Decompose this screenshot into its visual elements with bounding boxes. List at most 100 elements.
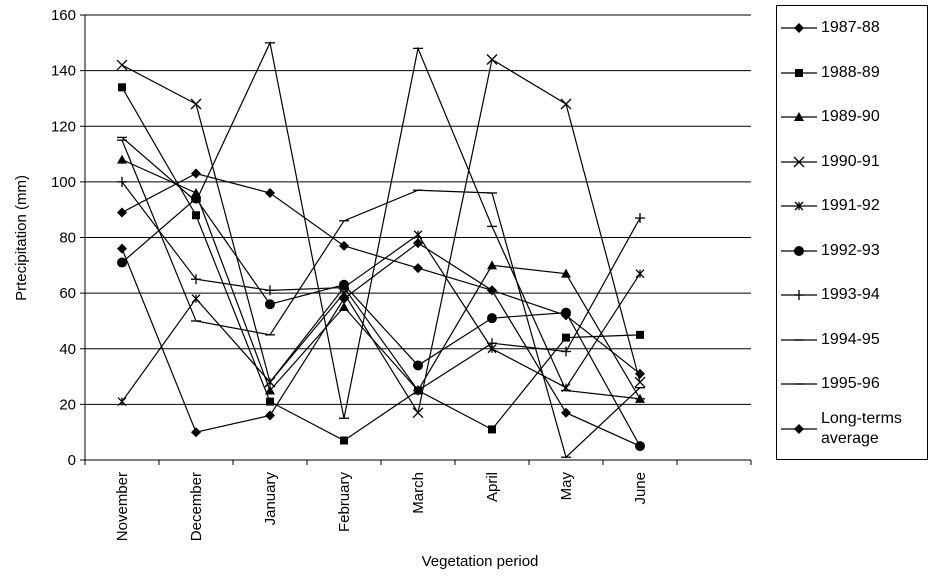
marker — [794, 112, 804, 122]
marker — [488, 425, 496, 434]
marker-part — [340, 436, 348, 445]
legend-swatch — [781, 23, 817, 34]
marker — [635, 213, 645, 224]
marker — [192, 211, 200, 220]
marker — [116, 59, 128, 71]
legend-marker-shape — [794, 201, 804, 211]
x-tick-label: January — [262, 472, 279, 526]
marker-part — [561, 310, 571, 321]
marker — [340, 436, 348, 445]
marker-part — [634, 376, 646, 388]
legend-swatch — [781, 290, 817, 301]
marker — [412, 407, 424, 419]
marker — [117, 397, 127, 407]
y-tick-label: 120 — [51, 118, 76, 135]
x-tick-label: March — [410, 472, 427, 514]
y-tick-label: 20 — [59, 396, 76, 413]
legend-swatch — [781, 423, 817, 434]
marker-part — [117, 243, 127, 254]
legend-marker — [794, 201, 804, 211]
marker-part — [561, 407, 571, 418]
marker-part — [118, 83, 126, 92]
marker — [487, 313, 497, 324]
marker — [117, 257, 127, 268]
legend-item: 1989-90 — [777, 95, 927, 140]
marker — [413, 385, 423, 396]
series-line — [121, 181, 641, 392]
marker-part — [794, 423, 804, 434]
marker — [635, 441, 645, 452]
marker — [561, 268, 571, 278]
marker-part — [488, 425, 496, 434]
marker-part — [794, 245, 804, 256]
marker-part — [190, 98, 202, 110]
marker — [266, 397, 274, 406]
legend-marker — [793, 156, 805, 168]
x-tick-label: December — [188, 472, 205, 541]
legend-label: 1987-88 — [821, 19, 880, 37]
marker — [413, 263, 423, 274]
marker-part — [635, 368, 645, 379]
marker — [487, 338, 497, 349]
legend-marker-shape — [794, 290, 804, 301]
marker-part — [117, 154, 127, 164]
marker — [413, 238, 423, 249]
y-tick-label: 160 — [51, 7, 76, 24]
legend-marker — [794, 290, 804, 301]
marker-part — [265, 299, 275, 310]
legend-item: 1990-91 — [777, 140, 927, 185]
marker-part — [117, 257, 127, 268]
marker-part — [339, 240, 349, 251]
marker — [265, 299, 275, 310]
legend-swatch — [781, 156, 817, 168]
marker — [338, 287, 350, 299]
legend-item: 1991-92 — [777, 184, 927, 229]
x-tick-label: May — [558, 472, 575, 501]
legend-swatch — [781, 339, 817, 341]
legend-item: 1988-89 — [777, 51, 927, 96]
marker-part — [116, 59, 128, 71]
marker-part — [413, 263, 423, 274]
marker — [265, 285, 275, 296]
marker-part — [413, 360, 423, 371]
legend-marker-shape — [794, 23, 804, 34]
legend: 1987-88 1988-89 1989-90 1990-91 1991-92 1992-… — [776, 5, 928, 460]
marker-part — [635, 441, 645, 452]
y-axis-title: Prtecipitation (mm) — [13, 175, 30, 301]
series-line — [121, 159, 641, 400]
marker-part — [412, 407, 424, 419]
marker — [794, 245, 804, 256]
marker — [794, 23, 804, 34]
marker — [794, 290, 804, 301]
legend-marker — [794, 23, 804, 34]
x-tick-label: February — [336, 472, 353, 533]
marker-part — [487, 313, 497, 324]
marker — [117, 176, 127, 187]
y-tick-label: 100 — [51, 174, 76, 191]
series-line — [121, 172, 641, 375]
marker-part — [795, 68, 803, 77]
legend-marker-shape — [793, 156, 805, 168]
marker — [191, 168, 201, 179]
marker — [560, 98, 572, 110]
x-tick-label: June — [632, 472, 649, 505]
marker — [794, 423, 804, 434]
marker — [117, 207, 127, 218]
marker — [191, 274, 201, 285]
marker-part — [191, 427, 201, 438]
marker — [190, 98, 202, 110]
legend-swatch — [781, 68, 817, 77]
marker-part — [265, 410, 275, 421]
marker-part — [487, 285, 497, 296]
legend-label: 1989-90 — [821, 108, 880, 126]
y-tick-label: 140 — [51, 63, 76, 80]
marker-part — [191, 168, 201, 179]
marker-part — [486, 54, 498, 65]
chart: Vegetation period Prtecipitation (mm) 0 2… — [13, 7, 752, 570]
marker-part — [560, 98, 572, 110]
marker — [635, 368, 645, 379]
marker — [795, 68, 803, 77]
legend-item: 1987-88 — [777, 6, 927, 51]
marker — [561, 310, 571, 321]
